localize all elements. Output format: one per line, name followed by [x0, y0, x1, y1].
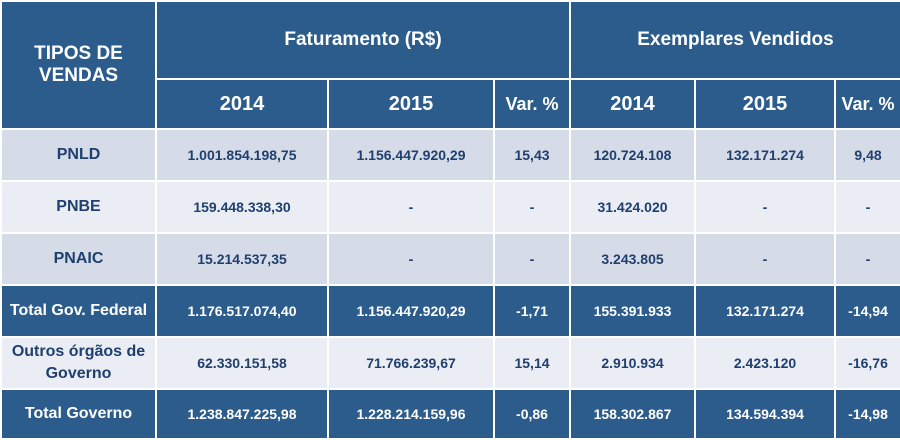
table-cell: 62.330.151,58 [155, 336, 329, 390]
row-label: Total Governo [0, 388, 157, 440]
table-row-total: Total Governo 1.238.847.225,98 1.228.214… [0, 388, 900, 440]
table-cell: - [492, 180, 572, 234]
table-row: PNLD 1.001.854.198,75 1.156.447.920,29 1… [0, 128, 900, 182]
table-cell: - [327, 232, 495, 286]
row-label: Total Gov. Federal [0, 284, 157, 338]
table-row: PNAIC 15.214.537,35 - - 3.243.805 - - [0, 232, 900, 286]
table-cell: 132.171.274 [694, 284, 837, 338]
table-cell: -14,98 [834, 388, 900, 440]
group-header-exemplares: Exemplares Vendidos [569, 0, 900, 80]
table-cell: 1.156.447.920,29 [327, 128, 495, 182]
subheader-2014-exemplares: 2014 [569, 78, 697, 130]
subheader-2015-exemplares: 2015 [694, 78, 837, 130]
table-cell: 132.171.274 [694, 128, 837, 182]
table-cell: 1.156.447.920,29 [327, 284, 495, 338]
table-cell: 31.424.020 [569, 180, 697, 234]
table-cell: - [834, 232, 900, 286]
table-cell: -0,86 [492, 388, 572, 440]
row-label: PNBE [0, 180, 157, 234]
table-cell: 1.001.854.198,75 [155, 128, 329, 182]
subheader-var-exemplares: Var. % [834, 78, 900, 130]
group-header-faturamento: Faturamento (R$) [154, 0, 572, 80]
table-cell: 134.594.394 [694, 388, 837, 440]
table-cell: - [327, 180, 495, 234]
table-cell: 1.238.847.225,98 [155, 388, 329, 440]
table-cell: 2.423.120 [694, 336, 837, 390]
table-row: PNBE 159.448.338,30 - - 31.424.020 - - [0, 180, 900, 234]
table-cell: - [492, 232, 572, 286]
table-cell: - [694, 180, 837, 234]
table-cell: -14,94 [834, 284, 900, 338]
table-cell: 1.176.517.074,40 [155, 284, 329, 338]
row-label: Outros órgãos de Governo [0, 336, 157, 390]
table-cell: - [834, 180, 900, 234]
subheader-2014-faturamento: 2014 [155, 78, 329, 130]
subheader-var-faturamento: Var. % [492, 78, 572, 130]
table-cell: 120.724.108 [569, 128, 697, 182]
table-cell: 15,43 [492, 128, 572, 182]
row-label: PNAIC [0, 232, 157, 286]
table-row: Outros órgãos de Governo 62.330.151,58 7… [0, 336, 900, 390]
table-cell: -1,71 [492, 284, 572, 338]
table-cell: 71.766.239,67 [327, 336, 495, 390]
table-cell: 15,14 [492, 336, 572, 390]
table-row-total: Total Gov. Federal 1.176.517.074,40 1.15… [0, 284, 900, 338]
table-cell: 158.302.867 [569, 388, 697, 440]
table-cell: 1.228.214.159,96 [327, 388, 495, 440]
table-cell: 159.448.338,30 [155, 180, 329, 234]
subheader-2015-faturamento: 2015 [327, 78, 495, 130]
row-label: PNLD [0, 128, 157, 182]
table-cell: -16,76 [834, 336, 900, 390]
corner-header: TIPOS DE VENDAS [0, 0, 157, 130]
table-cell: 15.214.537,35 [155, 232, 329, 286]
table-cell: 3.243.805 [569, 232, 697, 286]
table-cell: 155.391.933 [569, 284, 697, 338]
table-cell: 2.910.934 [569, 336, 697, 390]
table-cell: - [694, 232, 837, 286]
table-cell: 9,48 [834, 128, 900, 182]
